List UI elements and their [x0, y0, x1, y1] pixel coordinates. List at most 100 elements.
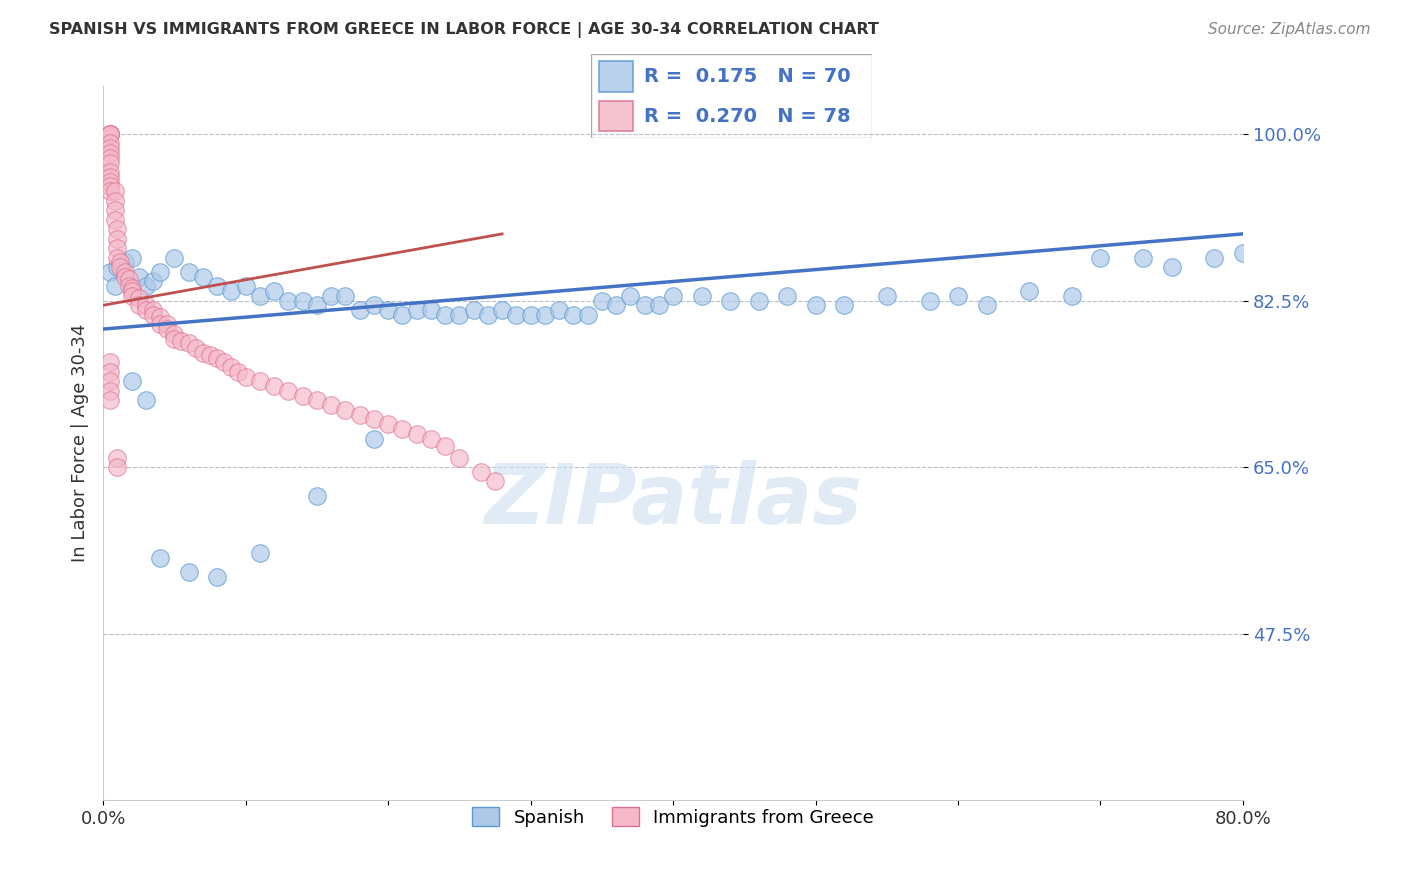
Point [484, 475, 506, 489]
Point [98, 127, 121, 141]
Point [1232, 246, 1254, 260]
Point [170, 334, 193, 349]
Point [149, 310, 172, 324]
Point [103, 184, 125, 198]
Point [419, 303, 441, 318]
Point [748, 293, 770, 308]
Point [98, 127, 121, 141]
Point [98, 175, 121, 189]
Point [804, 298, 827, 312]
Point [249, 375, 271, 389]
Point [128, 291, 150, 305]
Point [98, 365, 121, 379]
Point [291, 293, 314, 308]
Point [619, 289, 641, 303]
Point [391, 308, 413, 322]
Point [105, 241, 128, 255]
Point [205, 279, 228, 293]
Point [121, 281, 143, 295]
Point [470, 465, 492, 479]
Point [98, 355, 121, 369]
Point [105, 232, 128, 246]
Point [1132, 251, 1154, 265]
Point [576, 308, 599, 322]
Point [98, 393, 121, 408]
Point [156, 322, 179, 336]
Legend: Spanish, Immigrants from Greece: Spanish, Immigrants from Greece [465, 800, 882, 834]
Point [98, 179, 121, 194]
Point [142, 303, 165, 318]
Point [562, 308, 585, 322]
Point [405, 303, 427, 318]
Point [177, 565, 200, 579]
Point [221, 284, 243, 298]
Point [434, 439, 457, 453]
Point [349, 408, 371, 422]
Point [149, 318, 172, 332]
Point [519, 308, 541, 322]
Point [291, 389, 314, 403]
Point [142, 275, 165, 289]
Text: SPANISH VS IMMIGRANTS FROM GREECE IN LABOR FORCE | AGE 30-34 CORRELATION CHART: SPANISH VS IMMIGRANTS FROM GREECE IN LAB… [49, 22, 879, 38]
Point [263, 379, 285, 393]
Point [121, 289, 143, 303]
Point [121, 375, 143, 389]
Point [98, 384, 121, 398]
Point [98, 151, 121, 165]
Point [305, 489, 328, 503]
Y-axis label: In Labor Force | Age 30-34: In Labor Force | Age 30-34 [72, 324, 89, 563]
Point [463, 303, 485, 318]
Point [477, 308, 499, 322]
Point [156, 318, 179, 332]
Point [434, 308, 457, 322]
Point [1160, 260, 1182, 275]
Point [335, 403, 357, 417]
Point [205, 351, 228, 365]
Point [98, 265, 121, 279]
Point [191, 346, 214, 360]
Point [405, 426, 427, 441]
Point [135, 393, 157, 408]
Point [918, 293, 941, 308]
Point [533, 308, 555, 322]
Point [128, 298, 150, 312]
Point [1090, 251, 1112, 265]
Point [135, 298, 157, 312]
Point [377, 417, 399, 432]
Point [832, 298, 855, 312]
Point [103, 203, 125, 218]
Point [876, 289, 898, 303]
Point [633, 298, 655, 312]
Point [149, 550, 172, 565]
Text: R =  0.175   N = 70: R = 0.175 N = 70 [644, 67, 851, 86]
Point [319, 289, 342, 303]
Point [98, 155, 121, 169]
Point [163, 326, 186, 341]
Point [591, 293, 613, 308]
Point [114, 255, 136, 269]
Point [491, 303, 513, 318]
Text: R =  0.270   N = 78: R = 0.270 N = 78 [644, 107, 851, 126]
Point [135, 279, 157, 293]
Point [198, 348, 221, 362]
Point [277, 384, 299, 398]
Point [118, 271, 141, 285]
Point [449, 450, 471, 465]
Point [105, 260, 128, 275]
Point [605, 298, 627, 312]
Point [98, 169, 121, 184]
Point [976, 298, 998, 312]
Point [163, 251, 186, 265]
Point [105, 251, 128, 265]
Point [662, 289, 685, 303]
Point [121, 284, 143, 298]
Point [690, 289, 713, 303]
Point [110, 260, 132, 275]
Point [205, 569, 228, 583]
Point [114, 265, 136, 279]
Point [319, 398, 342, 412]
Point [177, 336, 200, 351]
Point [235, 279, 257, 293]
Point [776, 289, 799, 303]
Point [121, 251, 143, 265]
